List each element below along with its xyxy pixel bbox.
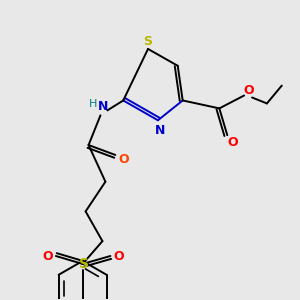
Text: O: O [43, 250, 53, 262]
Text: N: N [155, 124, 165, 137]
Text: N: N [98, 100, 109, 113]
Text: O: O [118, 153, 129, 167]
Text: H: H [89, 99, 98, 110]
Text: O: O [113, 250, 124, 262]
Text: O: O [244, 84, 254, 97]
Text: S: S [143, 34, 152, 47]
Text: S: S [79, 257, 88, 271]
Text: O: O [227, 136, 238, 148]
